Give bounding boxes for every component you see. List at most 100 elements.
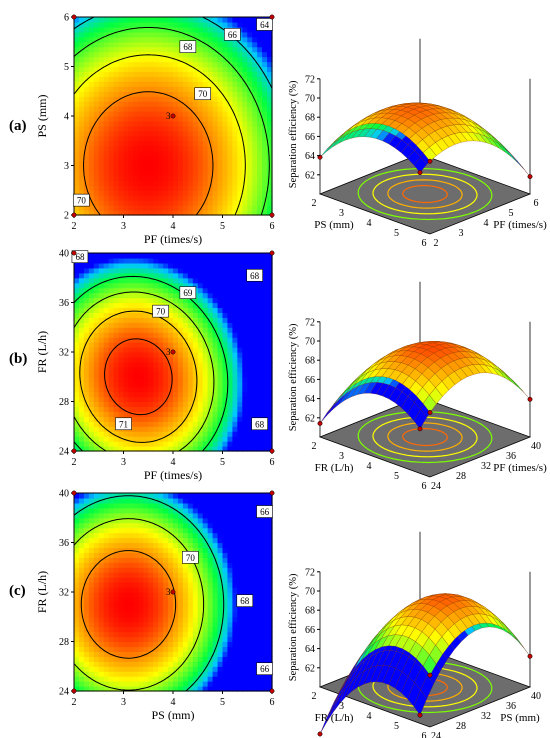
contour-fill-cell (123, 282, 130, 289)
contour-fill-cell (83, 411, 90, 417)
contour-fill-cell (168, 307, 174, 313)
contour-fill-cell (108, 327, 115, 333)
contour-fill-cell (83, 381, 90, 388)
contour-fill-cell (113, 170, 120, 176)
contour-fill-cell (217, 86, 224, 92)
contour-fill-cell (163, 106, 169, 112)
contour-fill-cell (192, 567, 199, 573)
contour-fill-cell (257, 606, 263, 613)
contour-fill-cell (227, 436, 233, 442)
contour-fill-cell (143, 140, 149, 147)
contour-fill-cell (163, 391, 169, 398)
contour-fill-cell (78, 542, 85, 549)
contour-fill-cell (78, 106, 85, 112)
contour-fill-cell (93, 106, 100, 112)
contour-fill-cell (143, 361, 149, 368)
contour-fill-cell (237, 532, 243, 539)
contour-fill-cell (153, 155, 159, 162)
contour-fill-cell (217, 582, 224, 588)
contour-fill-cell (242, 190, 248, 196)
contour-fill-cell (252, 676, 258, 682)
contour-fill-cell (78, 411, 85, 417)
contour-fill-cell (128, 396, 134, 403)
contour-fill-cell (168, 195, 174, 201)
contour-fill-cell (247, 125, 253, 132)
contour-fill-cell (242, 681, 248, 687)
contour-fill-cell (143, 312, 149, 318)
contour-fill-cell (207, 661, 214, 667)
contour-fill-cell (212, 497, 219, 504)
contour-level-label-box (256, 18, 273, 31)
contour-fill-cell (217, 601, 224, 608)
contour-fill-cell (93, 317, 100, 323)
contour-fill-cell (197, 512, 204, 519)
contour-fill-cell (123, 96, 130, 102)
contour-fill-cell (93, 312, 100, 318)
contour-fill-cell (74, 396, 80, 403)
contour-fill-cell (123, 332, 130, 338)
contour-fill-cell (123, 66, 130, 73)
contour-fill-cell (148, 257, 154, 264)
contour-fill-cell (257, 287, 263, 294)
contour-fill-cell (153, 195, 159, 201)
contour-fill-cell (222, 91, 229, 97)
contour-fill-cell (148, 676, 154, 682)
contour-fill-cell (143, 106, 149, 112)
contour-fill-cell (158, 31, 164, 38)
contour-fill-cell (103, 532, 110, 539)
contour-fill-cell (143, 210, 149, 216)
contour-fill-cell (237, 366, 243, 373)
contour-fill-cell (182, 347, 189, 353)
contour-fill-cell (113, 41, 120, 48)
contour-fill-cell (237, 297, 243, 304)
contour-fill-cell (88, 681, 95, 687)
contour-fill-cell (182, 441, 189, 447)
contour-fill-cell (202, 356, 209, 363)
contour-fill-cell (138, 532, 144, 539)
contour-fill-cell (212, 656, 219, 662)
contour-fill-cell (93, 352, 100, 358)
contour-fill-cell (267, 557, 273, 563)
contour-fill-cell (78, 111, 85, 117)
contour-fill-cell (242, 671, 248, 677)
contour-fill-cell (148, 307, 154, 313)
contour-fill-cell (138, 352, 144, 358)
contour-fill-cell (237, 185, 243, 191)
contour-fill-cell (217, 116, 224, 122)
contour-fill-cell (247, 195, 253, 201)
contour-fill-cell (98, 130, 105, 137)
contour-fill-cell (237, 76, 243, 82)
contour-fill-cell (257, 562, 263, 568)
contour-fill-cell (138, 671, 144, 677)
contour-fill-cell (173, 205, 179, 211)
contour-fill-cell (247, 436, 253, 442)
contour-fill-cell (182, 436, 189, 442)
contour-fill-cell (207, 527, 214, 534)
contour-fill-cell (207, 376, 214, 383)
contour-fill-cell (173, 26, 179, 33)
contour-fill-cell (113, 267, 120, 274)
contour-fill-cell (128, 190, 134, 196)
contour-fill-cell (168, 676, 174, 682)
contour-fill-cell (247, 366, 253, 373)
contour-fill-cell (163, 170, 169, 176)
contour-fill-cell (207, 406, 214, 412)
contour-fill-cell (237, 507, 243, 514)
contour-fill-cell (212, 145, 219, 152)
contour-fill-cell (118, 636, 125, 643)
contour-fill-cell (252, 557, 258, 563)
contour-fill-cell (192, 542, 199, 549)
contour-fill-cell (108, 150, 115, 157)
contour-fill-cell (113, 497, 120, 504)
contour-fill-cell (93, 582, 100, 588)
contour-fill-cell (267, 421, 273, 427)
contour-fill-cell (267, 101, 273, 107)
contour-fill-cell (74, 376, 80, 383)
contour-fill-cell (98, 502, 105, 509)
contour-fill-cell (247, 185, 253, 191)
contour-fill-cell (247, 120, 253, 127)
contour-fill-cell (133, 71, 139, 77)
contour-fill-cell (133, 636, 139, 643)
contour-fill-cell (222, 366, 229, 373)
contour-fill-cell (177, 130, 184, 137)
